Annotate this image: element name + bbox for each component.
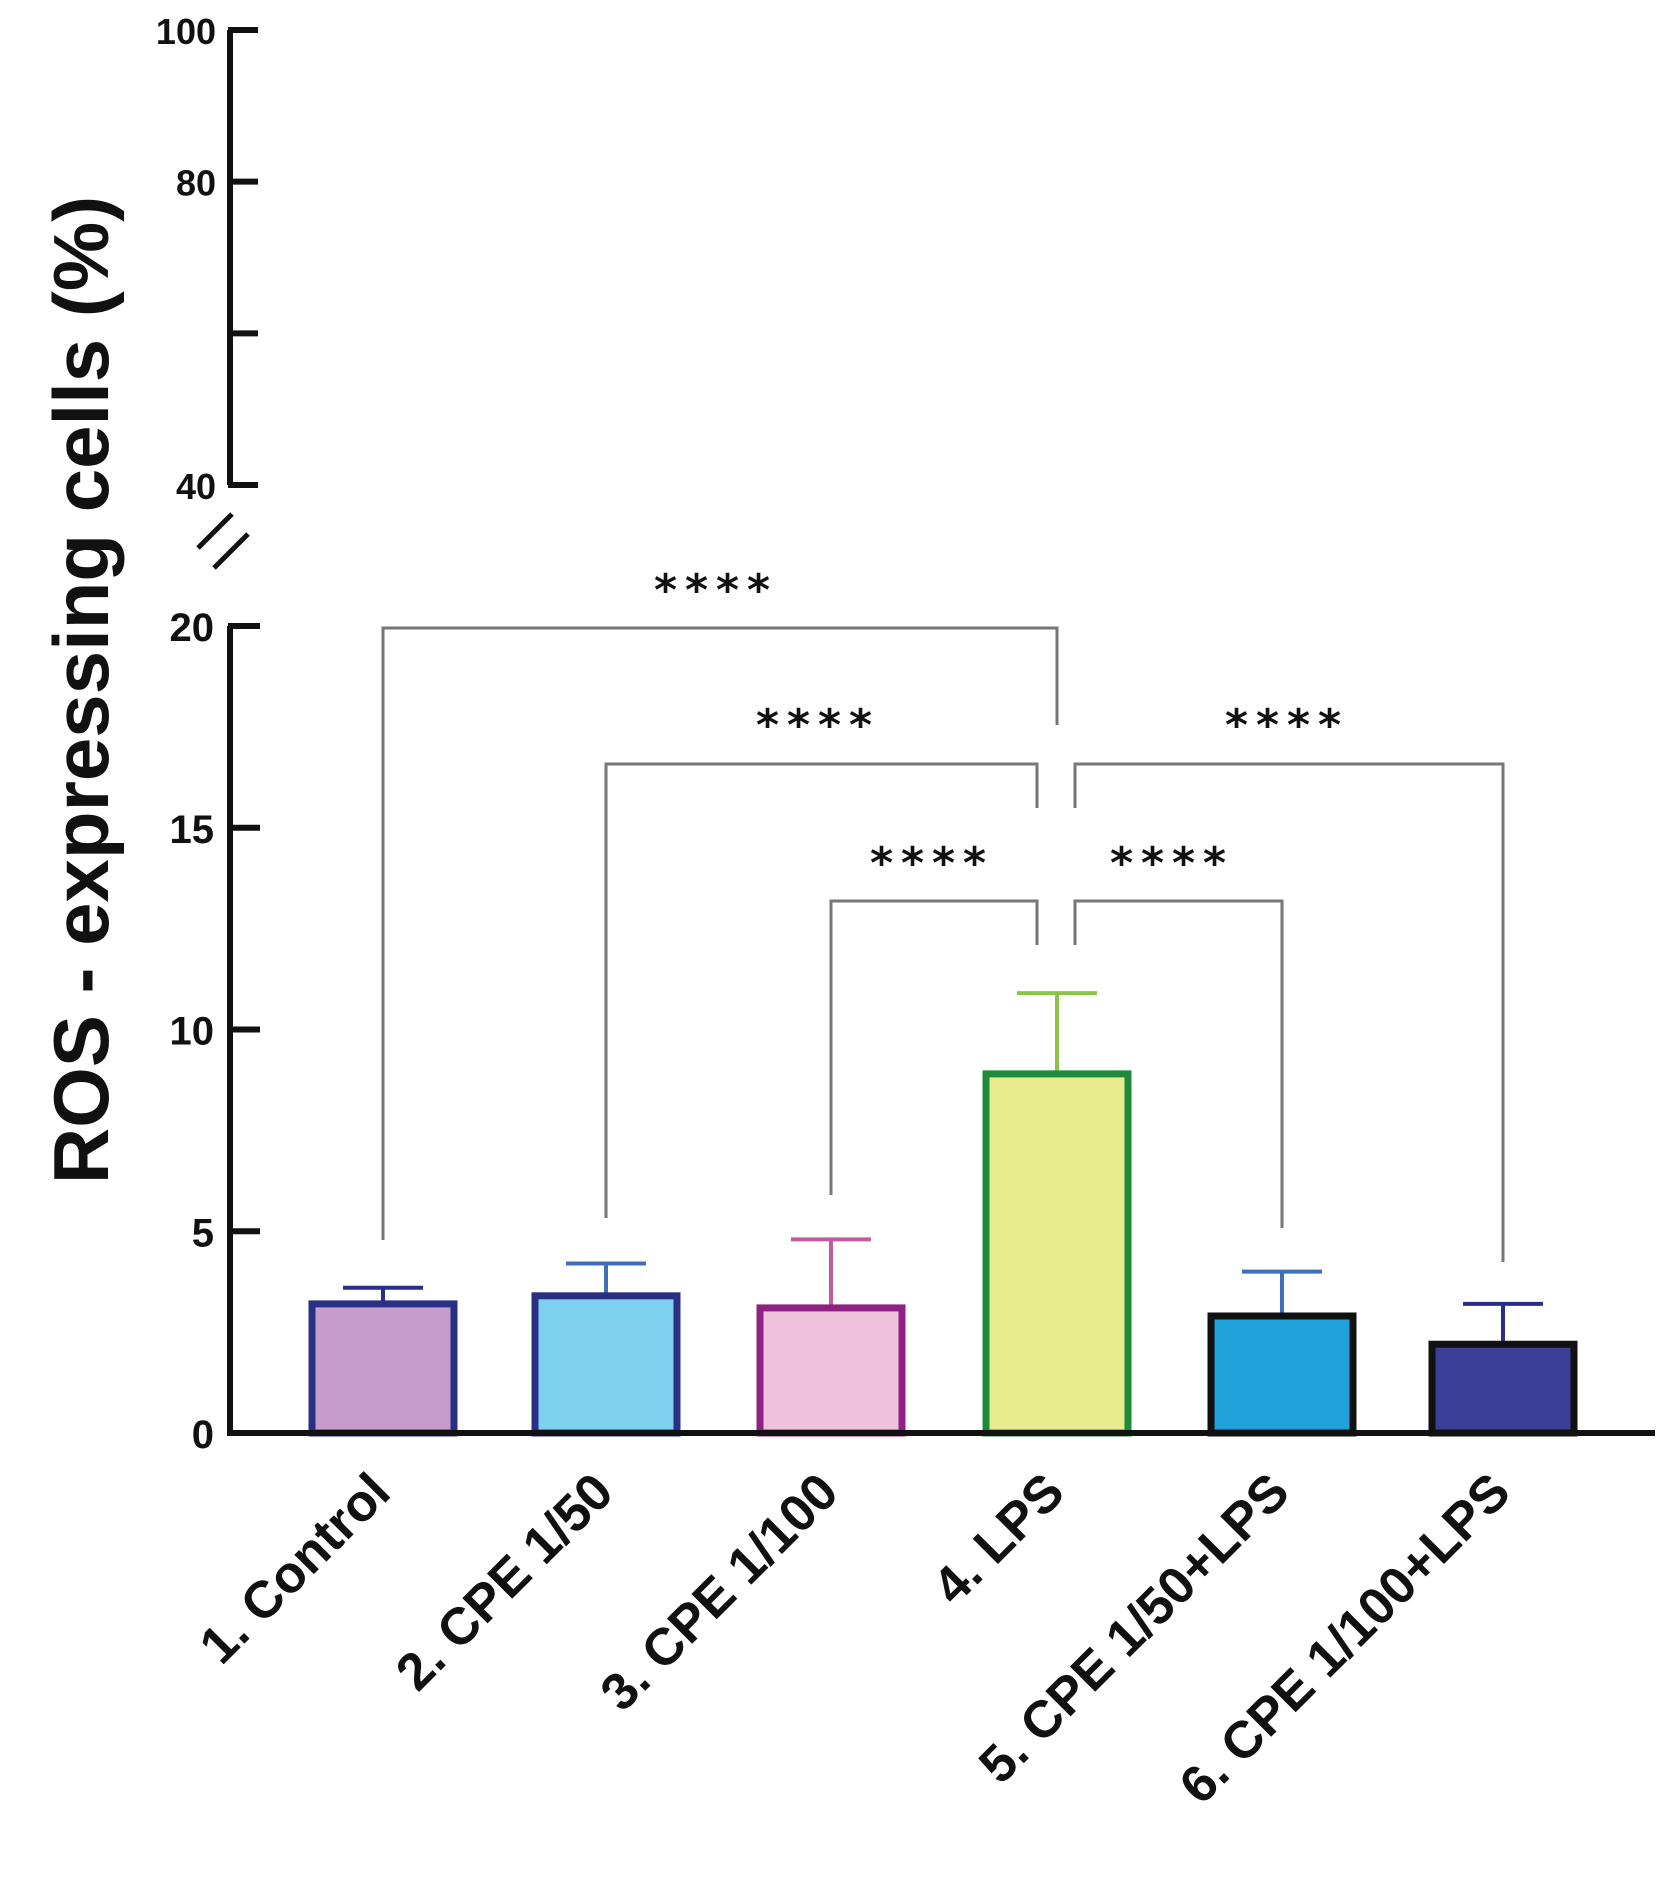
bracket-1-4 [381,626,1059,1240]
lower-tick-label: 0 [192,1413,214,1457]
x-tick-label: 1. Control [189,1462,402,1675]
x-tick-label: 2. CPE 1/50 [385,1462,624,1701]
axis-break [196,512,250,570]
bar [982,1070,1132,1437]
y-axis-upper: 40 80 100 [156,11,258,507]
bracket-3-4 [829,899,1039,1195]
bar [531,1292,681,1437]
bar [756,1304,906,1437]
bracket-4-6 [1073,762,1505,1262]
significance-label: **** [1110,838,1234,889]
bar [1428,1340,1578,1437]
x-tick-label: 4. LPS [922,1462,1075,1615]
significance-label: **** [654,565,778,616]
bracket-4-5 [1073,899,1284,1228]
significance-brackets: **** **** **** **** **** [381,565,1505,1262]
significance-label: **** [756,700,880,751]
bar [1207,1312,1357,1437]
significance-label: **** [870,838,994,889]
bars [308,991,1578,1437]
bar [308,1300,458,1437]
upper-tick-label: 100 [156,11,216,52]
lower-tick-label: 20 [170,606,215,650]
significance-label: **** [1225,700,1349,751]
x-tick-label: 3. CPE 1/100 [590,1462,850,1722]
lower-tick-label: 5 [192,1211,214,1255]
y-axis-label: ROS - expressing cells (%) [37,196,125,1184]
break-slash-2 [212,532,250,570]
y-axis-lower: 0 5 10 15 20 [170,606,260,1457]
upper-tick-label: 80 [176,163,216,204]
lower-tick-label: 10 [170,1010,215,1054]
break-slash-1 [196,512,234,550]
bracket-2-4 [604,762,1039,1218]
lower-tick-label: 15 [170,808,215,852]
upper-tick-label: 40 [176,466,216,507]
